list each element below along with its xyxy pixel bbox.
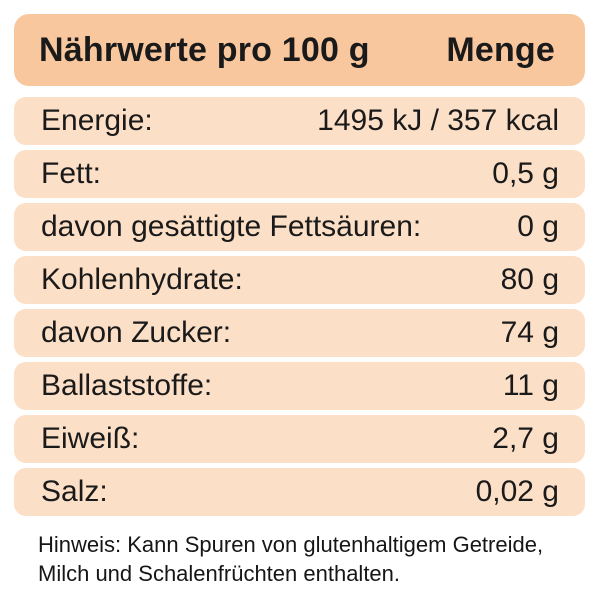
nutrient-label: Energie:	[41, 104, 153, 137]
allergen-note: Hinweis: Kann Spuren von glutenhaltigem …	[14, 530, 585, 588]
nutrient-value: 0,02 g	[475, 475, 559, 508]
amount-column-header: Menge	[446, 30, 555, 69]
table-row-salz: Salz: 0,02 g	[14, 468, 585, 516]
table-title: Nährwerte pro 100 g	[39, 30, 370, 69]
nutrient-label: Eiweiß:	[41, 422, 140, 455]
allergen-note-line-1: Hinweis: Kann Spuren von glutenhaltigem …	[38, 532, 544, 557]
table-row-zucker: davon Zucker: 74 g	[14, 309, 585, 357]
table-row-eiweiss: Eiweiß: 2,7 g	[14, 415, 585, 463]
nutrient-value: 1495 kJ / 357 kcal	[317, 104, 559, 137]
table-row-kohlenhydrate: Kohlenhydrate: 80 g	[14, 256, 585, 304]
nutrient-label: davon Zucker:	[41, 316, 232, 349]
nutrient-value: 2,7 g	[492, 422, 559, 455]
nutrient-label: Salz:	[41, 475, 108, 508]
table-row-ballaststoffe: Ballaststoffe: 11 g	[14, 362, 585, 410]
nutrient-label: davon gesättigte Fettsäuren:	[41, 210, 422, 243]
nutrient-value: 80 g	[500, 263, 559, 296]
table-row-energie: Energie: 1495 kJ / 357 kcal	[14, 97, 585, 145]
allergen-note-line-2: Milch und Schalenfrüchten enthalten.	[38, 561, 401, 586]
nutrient-value: 11 g	[502, 369, 559, 402]
nutrient-value: 74 g	[500, 316, 559, 349]
nutrient-label: Kohlenhydrate:	[41, 263, 243, 296]
table-row-fett: Fett: 0,5 g	[14, 150, 585, 198]
nutrient-label: Fett:	[41, 157, 102, 190]
nutrient-label: Ballaststoffe:	[41, 369, 213, 402]
nutrient-value: 0,5 g	[492, 157, 559, 190]
table-row-gesaettigte-fettsaeuren: davon gesättigte Fettsäuren: 0 g	[14, 203, 585, 251]
nutrient-rows: Energie: 1495 kJ / 357 kcal Fett: 0,5 g …	[14, 97, 585, 516]
table-header: Nährwerte pro 100 g Menge	[14, 14, 585, 86]
nutrient-value: 0 g	[517, 210, 559, 243]
